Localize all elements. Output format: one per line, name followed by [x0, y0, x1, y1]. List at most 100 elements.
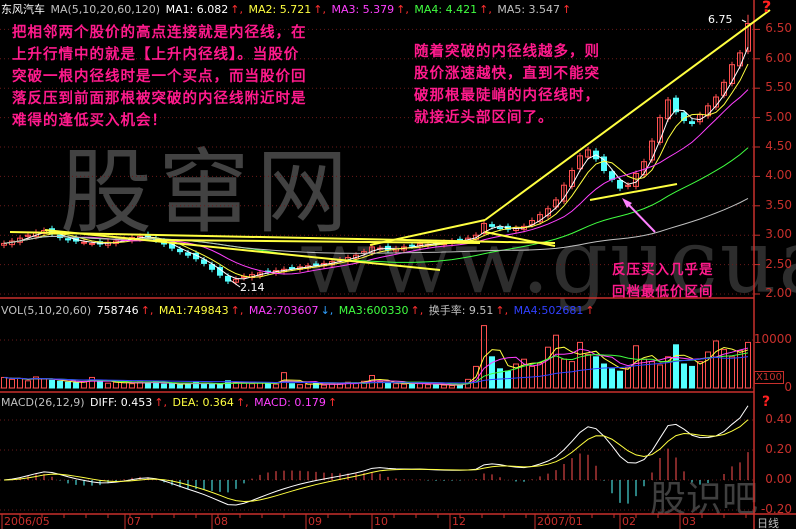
volume-bar	[673, 344, 679, 389]
date-tick-label: 10	[374, 515, 388, 528]
volume-bar	[273, 383, 279, 389]
volume-bar	[377, 381, 383, 389]
candle-down	[409, 244, 415, 247]
volume-bar	[89, 376, 95, 389]
turnover-rate: 换手率: 9.51	[428, 304, 494, 317]
low-price-label: 2.14	[240, 281, 265, 294]
date-tick-label: 2006/05	[4, 515, 50, 528]
volume-bar	[417, 383, 423, 389]
volume-bar	[425, 384, 431, 389]
date-tick-label: 02	[622, 515, 636, 528]
price-tick-label: 3.50	[765, 197, 792, 212]
price-tick-label: 2.00	[765, 286, 792, 300]
volume-bar	[617, 370, 623, 389]
volume-bar	[225, 380, 231, 389]
volume-bar	[193, 381, 199, 389]
volume-bar	[513, 363, 519, 389]
pullback-arrow	[625, 201, 656, 233]
volume-bar	[649, 361, 655, 389]
volume-bar	[105, 382, 111, 389]
price-tick-label: 5.50	[765, 80, 792, 95]
ma-params: MA(5,10,20,60,120)	[50, 3, 161, 16]
high-price-label: 6.75	[708, 13, 733, 26]
volume-bar	[449, 385, 455, 389]
candle-up	[481, 222, 487, 234]
volume-bar	[657, 364, 663, 389]
period-label[interactable]: 日线	[757, 517, 779, 529]
low-label-arrow	[229, 279, 241, 288]
vol-ma1: MA1:749843	[158, 304, 229, 317]
volume-bar	[745, 341, 751, 389]
diff-value: DIFF: 0.453	[90, 396, 153, 409]
volume-bar	[737, 350, 743, 389]
volume-bar	[441, 384, 447, 389]
volume-bar	[201, 383, 207, 389]
volume-bar	[73, 382, 79, 389]
macd-params: MACD(26,12,9)	[1, 396, 85, 409]
candle-down	[65, 238, 71, 241]
volume-bar	[305, 383, 311, 389]
volume-bar	[65, 381, 71, 389]
date-tick-label: 03	[682, 515, 696, 528]
inner-diameter-trendline	[589, 183, 678, 201]
volume-bar	[49, 379, 55, 389]
stock-name: 东风汽车	[1, 3, 45, 16]
macd-tick-label: -0.20	[760, 502, 792, 516]
candle-up	[585, 149, 591, 158]
volume-bar	[41, 378, 47, 389]
ma1-value: MA1: 6.082	[165, 3, 229, 16]
volume-bar	[401, 383, 407, 389]
inner-diameter-trendline	[9, 231, 556, 244]
arrow-head-icon	[622, 198, 632, 208]
volume-bar	[361, 380, 367, 389]
volume-tick-label: 10000	[753, 332, 792, 346]
candle-down	[689, 121, 695, 124]
volume-bar	[577, 341, 583, 389]
volume-bar	[289, 383, 295, 389]
ma5-value: MA5: 3.547	[497, 3, 561, 16]
vol-params: VOL(5,10,20,60)	[1, 304, 92, 317]
volume-bar	[633, 345, 639, 389]
volume-tick-label: 0	[784, 380, 792, 394]
candle-up	[81, 241, 87, 244]
volume-bar	[545, 346, 551, 389]
volume-bar	[121, 382, 127, 389]
volume-bar	[721, 349, 727, 389]
volume-bar	[497, 368, 503, 389]
vol-ma3: MA3:600330	[338, 304, 409, 317]
candle-up	[729, 64, 735, 84]
candle-down	[601, 156, 607, 172]
volume-bar	[169, 383, 175, 389]
volume-bar	[265, 382, 271, 389]
candle-up	[569, 170, 575, 187]
volume-bar	[33, 376, 39, 389]
volume-bar	[729, 356, 735, 389]
price-tick-label: 4.00	[765, 168, 792, 183]
volume-bar	[209, 383, 215, 389]
candle-up	[649, 140, 655, 161]
volume-bar	[393, 383, 399, 389]
annotation-acceleration: 随着突破的内径线越多，则 股价涨速越快，直到不能突 破那根最陡峭的内径线时， 就…	[414, 43, 600, 126]
candle-up	[745, 23, 751, 52]
macd-help-question-icon[interactable]: ?	[762, 394, 771, 410]
volume-bar	[705, 351, 711, 389]
candle-down	[225, 275, 231, 282]
macd-tick-label: 0.20	[765, 442, 792, 456]
volume-bar	[561, 358, 567, 389]
ma4-value: MA4: 4.421	[414, 3, 478, 16]
inner-diameter-trendline	[44, 229, 441, 271]
candle-down	[609, 171, 615, 180]
price-tick-label: 3.00	[765, 227, 792, 242]
volume-bar	[625, 367, 631, 389]
help-question-icon[interactable]: ?	[762, 0, 772, 16]
price-tick-label: 6.50	[765, 21, 792, 36]
volume-bar	[129, 383, 135, 389]
volume-bar	[609, 368, 615, 389]
inner-diameter-trendline	[484, 9, 771, 221]
inner-diameter-trendline	[154, 239, 481, 244]
inner-diameter-trendline	[484, 231, 556, 247]
volume-bar	[681, 363, 687, 389]
volume-bar	[601, 363, 607, 389]
